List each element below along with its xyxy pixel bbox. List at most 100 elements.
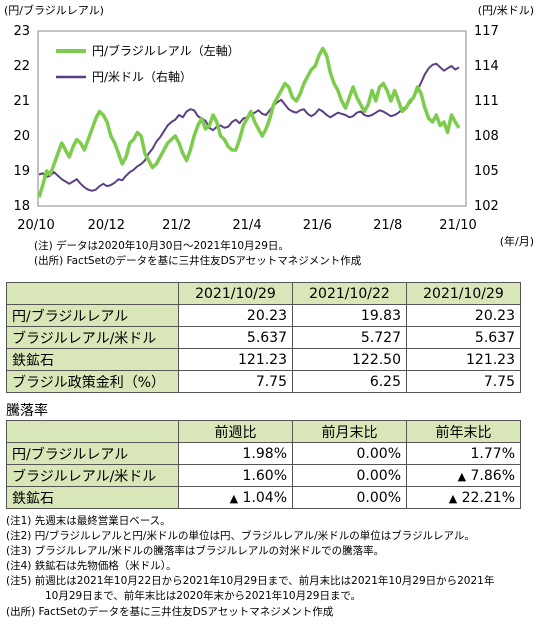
x-axis-unit: (年/月) [500,234,534,248]
cell-value: 0.00% [292,464,407,487]
change-table-header: 前週比 前月末比 前年末比 [6,420,521,443]
header-period: 前年末比 [406,420,521,443]
left-tick-label: 18 [13,199,30,214]
cell-value: 121.23 [178,348,293,371]
x-tick-label: 21/10 [439,218,476,233]
cell-value: 19.83 [292,304,407,327]
left-tick-label: 19 [13,164,30,179]
header-date: 2021/10/29 [406,282,521,305]
left-tick-label: 20 [13,129,30,144]
header-corner [6,420,179,443]
right-tick-label: 114 [474,59,499,74]
cell-value: 122.50 [292,348,407,371]
down-triangle-icon: ▲ [457,469,467,483]
chart-source: (出所) FactSetのデータを基に三井住友DSアセットマネジメント作成 [34,255,362,267]
right-tick-label: 108 [474,129,499,144]
footnote: (注4) 鉄鉱石は先物価格（米ドル）。 [6,560,177,572]
header-period: 前月末比 [292,420,407,443]
cell-text: 22.21% [461,489,515,506]
plot-area [37,30,467,207]
cell-value: 1.60% [178,464,293,487]
change-table: 前週比 前月末比 前年末比 円/ブラジルレアル 1.98% 0.00% 1.77… [6,420,521,509]
x-tick-label: 21/6 [303,218,332,233]
cell-value: 121.23 [406,348,521,371]
footnote: (注2) 円/ブラジルレアルと円/米ドルの単位は円、ブラジルレアル/米ドルの単位… [6,530,475,542]
footnote: (注1) 先週末は最終営業日ベース。 [6,515,171,527]
right-tick-label: 111 [474,94,499,109]
legend-label-usd: 円/米ドル（右軸） [92,69,192,84]
cell-text: 0.00% [356,467,401,484]
cell-value: 20.23 [178,304,293,327]
row-label: 円/ブラジルレアル [6,304,179,327]
header-date: 2021/10/22 [292,282,407,305]
x-tick-label: 20/12 [88,218,125,233]
row-label: 鉄鉱石 [6,348,179,371]
header-corner [6,282,179,305]
price-table: 2021/10/29 2021/10/22 2021/10/29 円/ブラジルレ… [6,282,521,393]
cell-value: ▲ 7.86% [406,464,521,487]
section-title: 騰落率 [6,403,48,419]
series-lines [37,46,461,198]
left-axis-unit: (円/ブラジルレアル) [4,3,104,17]
cell-value: 7.75 [178,370,293,393]
cell-text: 7.86% [470,467,515,484]
x-axis-ticks: 20/10 20/12 21/2 21/4 21/6 21/8 21/10 [17,218,476,233]
x-tick-label: 21/8 [373,218,402,233]
cell-value: 7.75 [406,370,521,393]
x-tick-label: 21/4 [232,218,261,233]
cell-value: 5.727 [292,326,407,349]
legend-label-brl: 円/ブラジルレアル（左軸） [92,43,240,58]
cell-text: 1.60% [242,467,287,484]
cell-text: 0.00% [356,489,401,506]
cell-value: ▲ 22.21% [406,486,521,509]
footnote: (注5) 前週比は2021年10月22日から2021年10月29日まで、前月末比… [6,575,495,587]
row-label: 鉄鉱石 [6,486,179,509]
left-tick-label: 23 [13,24,30,39]
left-tick-label: 21 [13,94,30,109]
right-axis-ticks: 117 114 111 108 105 102 [474,24,499,214]
footnote: (注3) ブラジルレアル/米ドルの騰落率はブラジルレアルの対米ドルでの騰落率。 [6,545,385,557]
table-row: 円/ブラジルレアル 1.98% 0.00% 1.77% [6,442,521,465]
right-tick-label: 117 [474,24,499,39]
left-tick-label: 22 [13,59,30,74]
x-tick-label: 20/10 [17,218,54,233]
cell-value: 5.637 [178,326,293,349]
right-tick-label: 105 [474,164,499,179]
cell-value: 5.637 [406,326,521,349]
cell-value: 6.25 [292,370,407,393]
table-row: 鉄鉱石 121.23 122.50 121.23 [6,348,521,371]
row-label: ブラジルレアル/米ドル [6,464,179,487]
header-date: 2021/10/29 [178,282,293,305]
row-label: 円/ブラジルレアル [6,442,179,465]
row-label: ブラジルレアル/米ドル [6,326,179,349]
table-row: 鉄鉱石 ▲ 1.04% 0.00% ▲ 22.21% [6,486,521,509]
down-triangle-icon: ▲ [229,491,239,505]
right-tick-label: 102 [474,199,499,214]
cell-text: 1.98% [242,445,287,462]
down-triangle-icon: ▲ [448,491,458,505]
right-axis-unit: (円/米ドル) [478,4,534,17]
cell-value: 0.00% [292,486,407,509]
header-period: 前週比 [178,420,293,443]
cell-value: 1.77% [406,442,521,465]
left-axis-ticks: 23 22 21 20 19 18 [13,24,30,214]
legend: 円/ブラジルレアル（左軸） 円/米ドル（右軸） [56,43,240,84]
series-line-jpy-brl [37,46,461,198]
cell-text: 1.04% [242,489,287,506]
table-row: 円/ブラジルレアル 20.23 19.83 20.23 [6,304,521,327]
chart-note: (注) データは2020年10月30日～2021年10月29日。 [34,240,289,252]
cell-value: ▲ 1.04% [178,486,293,509]
cell-value: 1.98% [178,442,293,465]
price-table-header: 2021/10/29 2021/10/22 2021/10/29 [6,282,521,305]
table-row: ブラジル政策金利（%） 7.75 6.25 7.75 [6,370,521,393]
footnote-source: (出所) FactSetのデータを基に三井住友DSアセットマネジメント作成 [6,606,334,618]
table-row: ブラジルレアル/米ドル 5.637 5.727 5.637 [6,326,521,349]
row-label: ブラジル政策金利（%） [6,370,179,393]
x-tick-label: 21/2 [162,218,191,233]
cell-value: 20.23 [406,304,521,327]
cell-text: 0.00% [356,445,401,462]
footnote: 10月29日まで、前年末比は2020年末から2021年10月29日まで。 [45,590,362,602]
cell-text: 1.77% [470,445,515,462]
cell-value: 0.00% [292,442,407,465]
